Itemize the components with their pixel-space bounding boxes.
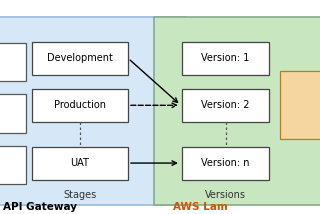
FancyBboxPatch shape xyxy=(182,42,269,75)
FancyBboxPatch shape xyxy=(0,94,26,133)
FancyBboxPatch shape xyxy=(0,146,26,184)
FancyBboxPatch shape xyxy=(182,147,269,180)
FancyBboxPatch shape xyxy=(32,147,128,180)
Text: Version: 2: Version: 2 xyxy=(201,100,250,110)
FancyBboxPatch shape xyxy=(32,89,128,122)
Text: UAT: UAT xyxy=(71,158,89,168)
Text: Stages: Stages xyxy=(63,190,97,200)
FancyBboxPatch shape xyxy=(0,17,186,205)
FancyBboxPatch shape xyxy=(154,17,320,205)
Text: AWS Lam: AWS Lam xyxy=(173,202,228,212)
FancyBboxPatch shape xyxy=(182,89,269,122)
Text: Development: Development xyxy=(47,53,113,63)
Text: Version: n: Version: n xyxy=(201,158,250,168)
FancyBboxPatch shape xyxy=(280,71,320,139)
Text: Versions: Versions xyxy=(205,190,246,200)
Text: Production: Production xyxy=(54,100,106,110)
FancyBboxPatch shape xyxy=(0,43,26,81)
FancyBboxPatch shape xyxy=(32,42,128,75)
Text: Version: 1: Version: 1 xyxy=(201,53,250,63)
Text: API Gateway: API Gateway xyxy=(3,202,77,212)
